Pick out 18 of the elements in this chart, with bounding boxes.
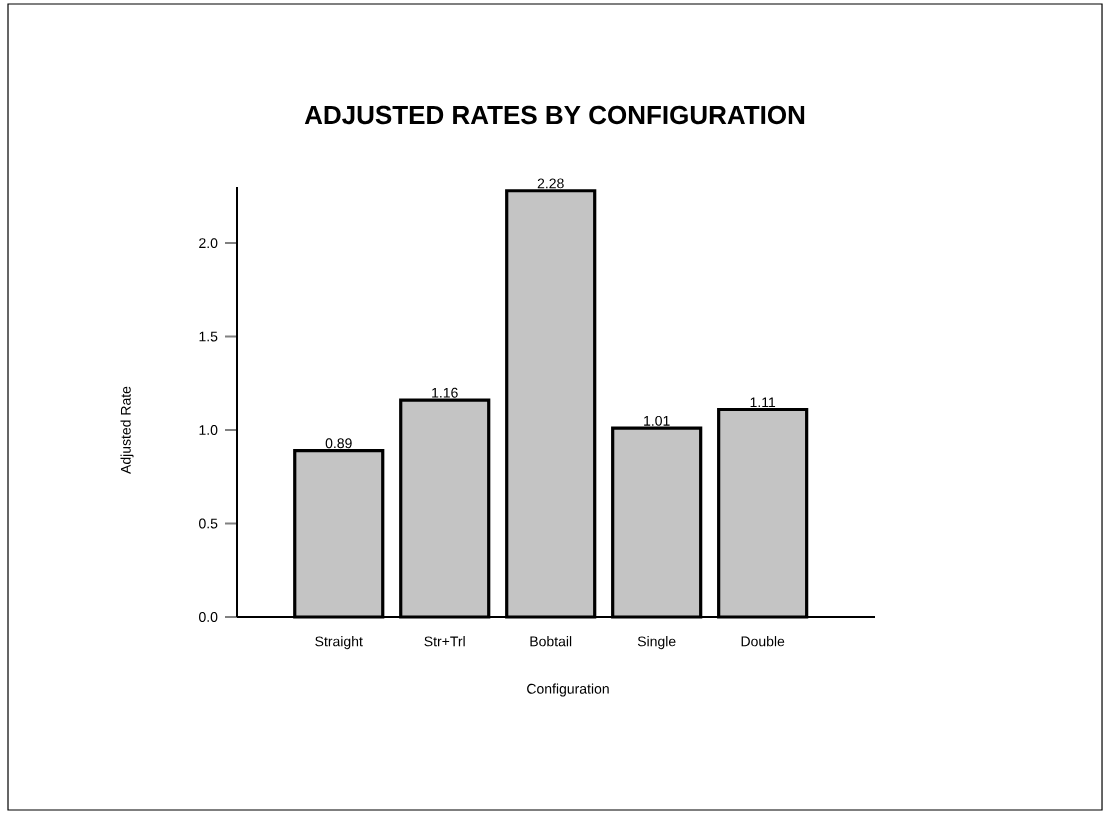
data-label: 1.01	[644, 415, 670, 426]
chart-title: ADJUSTED RATES BY CONFIGURATION	[304, 105, 805, 125]
data-label: 0.89	[325, 438, 352, 449]
x-tick-label: Straight	[315, 636, 363, 650]
data-label: 1.16	[432, 387, 458, 398]
data-label: 2.28	[537, 178, 564, 189]
y-tick-label: 1.5	[199, 331, 218, 342]
y-tick-label: 0.0	[199, 612, 218, 622]
y-axis-title: Adjusted Rate	[120, 386, 134, 474]
x-tick-label: Single	[637, 636, 676, 650]
y-tick-label: 1.0	[199, 425, 218, 435]
x-tick-label: Str+Trl	[424, 636, 465, 647]
x-axis-title: Configuration	[527, 683, 609, 697]
x-tick-label: Bobtail	[530, 636, 572, 647]
y-tick-label: 0.5	[199, 518, 218, 529]
x-tick-label: Double	[741, 636, 785, 647]
y-tick-label: 2.0	[199, 238, 218, 249]
data-label: 1.11	[750, 397, 776, 408]
